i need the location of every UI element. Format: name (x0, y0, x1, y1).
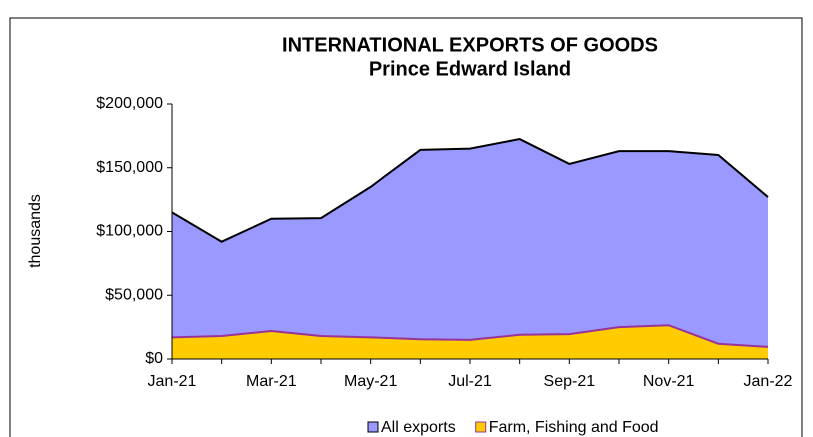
area-outline (171, 138, 769, 243)
y-tick-label: $100,000 (96, 223, 163, 240)
x-tick-label: Mar-21 (246, 373, 297, 390)
x-tick-label: Sep-21 (544, 373, 596, 390)
y-tick-label: $0 (145, 350, 163, 367)
y-tick-label: $200,000 (96, 95, 163, 112)
legend-swatch (475, 421, 487, 433)
x-tick-label: Nov-21 (643, 373, 695, 390)
y-tick-label: $150,000 (96, 159, 163, 176)
x-tick-label: Jan-21 (148, 373, 197, 390)
x-tick-label: May-21 (344, 373, 397, 390)
legend-label: Farm, Fishing and Food (489, 419, 659, 436)
x-tick-label: Jul-21 (448, 373, 492, 390)
area (172, 139, 768, 359)
area (172, 325, 768, 359)
chart-subtitle: Prince Edward Island (369, 58, 571, 80)
chart-title: INTERNATIONAL EXPORTS OF GOODS (282, 34, 658, 56)
legend-label: All exports (381, 419, 456, 436)
y-tick-label: $50,000 (105, 286, 163, 303)
legend-swatch (367, 421, 379, 433)
area-outline (171, 324, 769, 348)
x-tick-label: Jan-22 (744, 373, 793, 390)
y-axis-label: thousands (27, 194, 44, 268)
